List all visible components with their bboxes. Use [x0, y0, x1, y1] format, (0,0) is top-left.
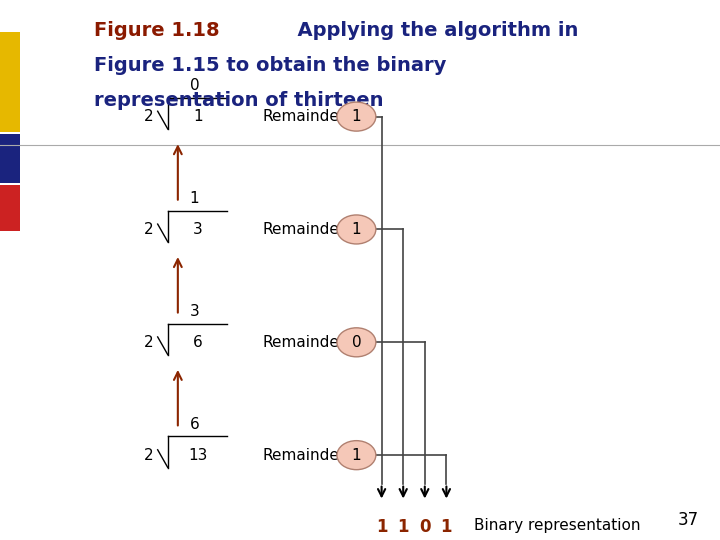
Text: 13: 13: [189, 448, 207, 463]
Circle shape: [337, 102, 376, 131]
Text: 2: 2: [144, 335, 153, 350]
Text: 1: 1: [351, 222, 361, 237]
Text: Applying the algorithm in: Applying the algorithm in: [284, 22, 579, 40]
Text: Remainder: Remainder: [263, 448, 346, 463]
Text: 3: 3: [193, 222, 203, 237]
Text: Remainder: Remainder: [263, 222, 346, 237]
Text: 1: 1: [376, 517, 387, 536]
Text: Binary representation: Binary representation: [474, 517, 640, 532]
Text: Figure 1.18: Figure 1.18: [94, 22, 219, 40]
Text: 1: 1: [441, 517, 452, 536]
Text: 1: 1: [397, 517, 409, 536]
Text: 1: 1: [193, 109, 203, 124]
Text: representation of thirteen: representation of thirteen: [94, 91, 383, 110]
Text: 2: 2: [144, 109, 153, 124]
Text: 0: 0: [189, 78, 199, 93]
Text: Remainder: Remainder: [263, 109, 346, 124]
Circle shape: [337, 328, 376, 357]
Text: 2: 2: [144, 448, 153, 463]
FancyBboxPatch shape: [0, 134, 20, 183]
Text: 6: 6: [193, 335, 203, 350]
Circle shape: [337, 441, 376, 470]
Text: Figure 1.15 to obtain the binary: Figure 1.15 to obtain the binary: [94, 56, 446, 76]
Circle shape: [337, 215, 376, 244]
Text: 3: 3: [189, 303, 199, 319]
Text: 37: 37: [678, 511, 698, 529]
FancyBboxPatch shape: [0, 32, 20, 132]
Text: 1: 1: [351, 448, 361, 463]
Text: 1: 1: [351, 109, 361, 124]
Text: 6: 6: [189, 416, 199, 431]
Text: Remainder: Remainder: [263, 335, 346, 350]
FancyBboxPatch shape: [0, 185, 20, 231]
Text: 1: 1: [189, 191, 199, 206]
Text: 0: 0: [351, 335, 361, 350]
Text: 2: 2: [144, 222, 153, 237]
Text: 0: 0: [419, 517, 431, 536]
